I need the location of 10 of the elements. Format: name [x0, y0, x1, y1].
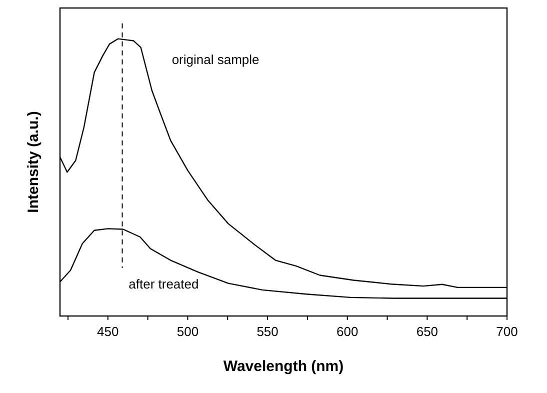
x-tick-label: 650 [416, 324, 438, 339]
x-tick-label: 500 [176, 324, 199, 339]
y-axis-title: Intensity (a.u.) [25, 111, 42, 213]
x-tick-label: 450 [97, 324, 119, 339]
x-axis-title: Wavelength (nm) [223, 358, 344, 375]
annotation: after treated [128, 276, 199, 292]
x-tick-label: 700 [496, 324, 518, 339]
x-tick-label: 600 [336, 324, 358, 339]
x-tick-label: 550 [256, 324, 278, 339]
annotation: original sample [172, 52, 260, 67]
